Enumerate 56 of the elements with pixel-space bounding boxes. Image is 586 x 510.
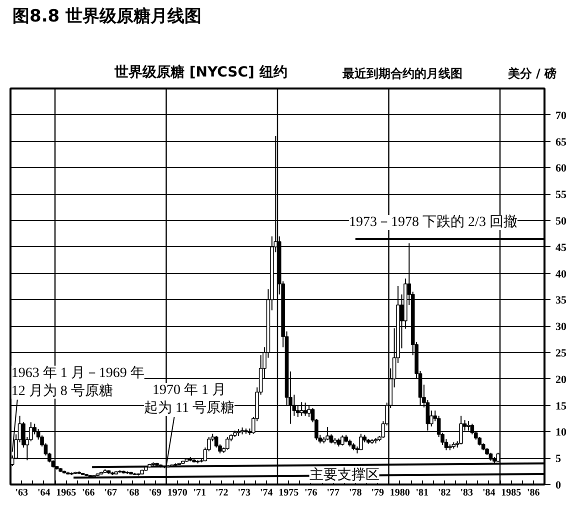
- x-tick-label: '78: [348, 488, 362, 498]
- x-tick-label: 1975: [278, 488, 299, 498]
- x-tick-label: 1985: [501, 488, 522, 498]
- candlestick: [459, 415, 463, 445]
- x-tick-label: '77: [326, 488, 340, 498]
- y-tick-label: 35: [556, 294, 567, 307]
- y-tick-label: 60: [556, 162, 567, 175]
- x-tick-label: '86: [526, 488, 540, 498]
- x-tick-label: '83: [460, 488, 474, 498]
- x-tick-label: '76: [304, 488, 318, 498]
- candlestick: [303, 402, 308, 416]
- x-tick-label: '66: [82, 488, 95, 498]
- y-tick-label: 50: [556, 216, 567, 228]
- x-tick-label: 1965: [56, 488, 76, 498]
- y-tick-label: 55: [556, 189, 567, 202]
- annotation: 1973－1978 下跌的 2/3 回撤: [349, 214, 518, 230]
- x-tick-label: '64: [37, 488, 50, 498]
- annotation: 1970 年 1 月起为 11 号原糖: [144, 382, 234, 416]
- y-axis-title: 美分 / 磅: [506, 66, 557, 80]
- y-tick-label: 40: [556, 268, 567, 280]
- candlestick: [466, 420, 470, 432]
- y-tick-label: 30: [556, 321, 567, 334]
- text: 最近到期合约的月线图: [342, 66, 462, 80]
- y-tick-label: 20: [556, 374, 567, 386]
- candlestick: [307, 404, 311, 418]
- x-tick-label: '73: [238, 488, 251, 498]
- x-tick-label: '68: [126, 488, 140, 498]
- candlestick: [359, 433, 363, 451]
- candlestick: [300, 402, 304, 416]
- y-tick-label: 70: [556, 110, 567, 122]
- y-tick-label: 25: [556, 348, 567, 360]
- x-tick-label: '84: [482, 488, 496, 498]
- x-tick-label: '67: [104, 488, 118, 498]
- x-tick-label: '79: [371, 488, 384, 498]
- x-tick-label: 1970: [167, 488, 188, 498]
- x-tick-label: '69: [148, 488, 162, 498]
- x-tick-label: '82: [438, 488, 451, 498]
- chart-title: 图8.8 世界级原糖月线图: [12, 6, 202, 26]
- y-tick-label: 0: [556, 480, 562, 492]
- candlestick: [340, 434, 344, 446]
- candlestick: [226, 436, 230, 450]
- y-tick-label: 45: [556, 242, 567, 254]
- y-tick-label: 65: [556, 136, 567, 148]
- y-tick-label: 5: [556, 453, 562, 466]
- y-tick-label: 10: [556, 426, 567, 439]
- x-tick-label: '72: [215, 488, 228, 498]
- x-tick-label: 1980: [390, 488, 410, 498]
- y-tick-label: 15: [556, 400, 567, 412]
- chart-subtitle: 世界级原糖 [NYCSC] 纽约: [114, 64, 288, 80]
- x-tick-label: '71: [193, 488, 206, 498]
- x-tick-label: '81: [416, 488, 429, 498]
- x-tick-label: '63: [15, 488, 28, 498]
- annotation: 1963 年 1 月－1969 年12 月为 8 号原糖: [11, 364, 144, 399]
- candlestick: [326, 426, 330, 441]
- x-tick-label: '74: [260, 488, 273, 498]
- annotation: 主要支撑区: [309, 467, 380, 484]
